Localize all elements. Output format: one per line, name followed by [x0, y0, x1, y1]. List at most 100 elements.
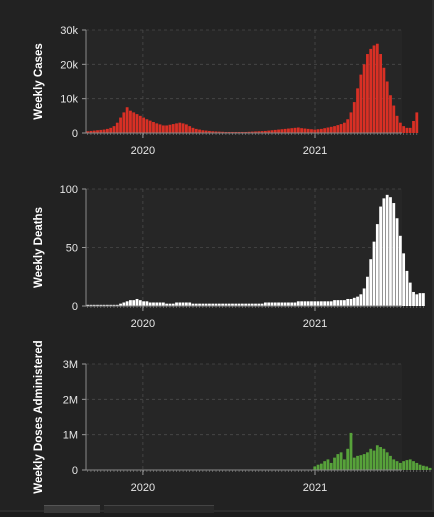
bar — [389, 455, 392, 470]
bar — [421, 293, 425, 306]
bar — [171, 124, 175, 133]
y-tick-label: 10k — [60, 94, 78, 106]
bar — [217, 131, 221, 133]
bar — [385, 194, 389, 306]
bar — [366, 452, 369, 470]
y-tick-label: 0 — [72, 128, 78, 140]
bar — [201, 303, 205, 306]
bar — [273, 129, 277, 133]
x-tick-label: 2021 — [303, 318, 327, 330]
bar — [237, 131, 241, 133]
bar — [359, 74, 363, 133]
bar — [303, 301, 307, 306]
bar — [125, 301, 129, 306]
bar — [247, 303, 251, 306]
bar — [352, 297, 356, 306]
bar — [142, 301, 146, 306]
bar — [152, 122, 155, 133]
bar — [412, 461, 415, 470]
bar — [408, 459, 412, 470]
bar — [310, 129, 313, 133]
bar — [224, 303, 228, 306]
bar — [372, 450, 376, 470]
chart-panel-2: 0 1M 2M 3M 2020 2021 Weekly Doses Administered — [33, 340, 434, 494]
bar — [316, 129, 320, 133]
bar — [148, 302, 152, 306]
bar — [158, 302, 162, 306]
bar — [191, 127, 195, 133]
bar — [227, 303, 231, 306]
bar — [145, 301, 149, 306]
bar — [333, 457, 336, 470]
bar — [221, 303, 225, 306]
bar — [135, 298, 139, 306]
bar — [181, 302, 185, 306]
bar — [254, 303, 257, 306]
bar — [102, 129, 106, 133]
y-tick-label: 0 — [72, 301, 78, 313]
bar — [421, 465, 425, 470]
y-tick-label: 2M — [63, 394, 78, 406]
bar — [336, 125, 340, 133]
bar — [198, 129, 201, 133]
bar — [188, 302, 192, 306]
y-tick-label: 100 — [60, 184, 78, 196]
tab-indicator[interactable] — [44, 505, 100, 513]
bar — [313, 466, 317, 470]
bar — [382, 448, 386, 470]
bar — [326, 459, 330, 470]
bar — [382, 198, 386, 306]
x-tick-label: 2020 — [131, 482, 155, 494]
x-tick-label: 2021 — [303, 482, 327, 494]
bar — [329, 126, 333, 133]
bar — [356, 88, 359, 133]
bar — [208, 130, 211, 133]
bar — [184, 124, 188, 133]
bar — [155, 302, 159, 306]
bar — [402, 461, 406, 470]
y-tick-label: 0 — [72, 465, 78, 477]
bar — [389, 95, 392, 133]
bar — [129, 110, 132, 133]
bar — [122, 302, 126, 306]
bar — [352, 457, 356, 470]
bar — [287, 302, 290, 306]
y-axis-label: Weekly Deaths — [33, 207, 45, 288]
bar — [326, 127, 330, 133]
tab-indicator-secondary[interactable] — [104, 505, 214, 513]
bar — [194, 303, 198, 306]
bar — [135, 114, 139, 133]
bar — [211, 131, 215, 133]
bar — [188, 126, 192, 133]
bar — [96, 304, 99, 306]
bar — [178, 302, 182, 306]
bar — [349, 112, 353, 133]
bar — [129, 300, 132, 306]
bar — [270, 302, 274, 306]
bar — [142, 117, 146, 133]
bar — [329, 301, 333, 306]
bar — [306, 128, 310, 133]
bar — [389, 197, 392, 306]
bar — [398, 122, 402, 133]
bar — [175, 123, 178, 133]
bar — [356, 455, 359, 470]
y-tick-label: 3M — [63, 359, 78, 371]
bar — [287, 128, 290, 133]
bar — [208, 303, 211, 306]
bar — [86, 304, 90, 306]
bar — [105, 128, 109, 133]
bar — [99, 304, 103, 306]
bar — [296, 127, 300, 133]
y-axis-label: Weekly Doses Administered — [33, 340, 45, 493]
bar — [379, 206, 383, 306]
bar — [145, 119, 149, 133]
bar — [306, 301, 310, 306]
bar — [415, 112, 419, 133]
bar — [125, 107, 129, 133]
bar — [227, 131, 231, 133]
bar — [89, 304, 93, 306]
bar — [148, 120, 152, 133]
